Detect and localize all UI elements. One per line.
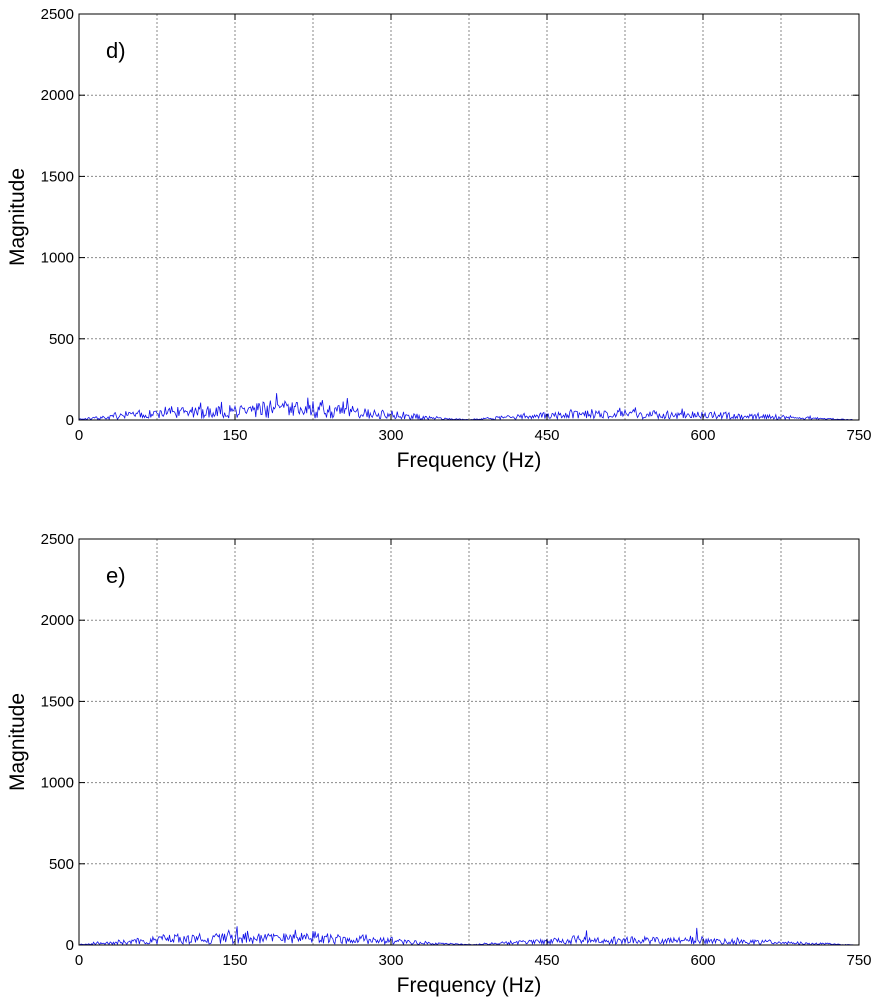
panel-label: d) bbox=[106, 38, 126, 63]
x-axis-label: Frequency (Hz) bbox=[397, 974, 542, 997]
x-tick-label: 600 bbox=[690, 427, 715, 444]
x-tick-label: 150 bbox=[222, 952, 247, 969]
x-tick-label: 750 bbox=[846, 427, 871, 444]
y-tick-label: 1000 bbox=[41, 775, 74, 792]
plot-area bbox=[79, 539, 859, 945]
plot-frame bbox=[78, 13, 860, 421]
y-tick-label: 0 bbox=[66, 937, 74, 954]
x-tick-label: 0 bbox=[75, 952, 83, 969]
y-axis-label: Magnitude bbox=[6, 168, 29, 266]
x-tick-label: 750 bbox=[846, 952, 871, 969]
panel-label: e) bbox=[106, 563, 126, 588]
plot-frame bbox=[78, 538, 860, 946]
y-axis-label: Magnitude bbox=[6, 693, 29, 791]
y-tick-label: 500 bbox=[49, 856, 74, 873]
x-tick-label: 450 bbox=[534, 952, 559, 969]
x-tick-label: 300 bbox=[378, 427, 403, 444]
plot-area bbox=[79, 14, 859, 420]
x-tick-label: 0 bbox=[75, 427, 83, 444]
chart-panel-0: 0 150 300 450 600 750 0 500 1000 1500 2000 2500 Freq… bbox=[6, 6, 872, 472]
x-tick-label: 300 bbox=[378, 952, 403, 969]
y-tick-label: 500 bbox=[49, 331, 74, 348]
x-tick-label: 150 bbox=[222, 427, 247, 444]
y-tick-label: 1500 bbox=[41, 693, 74, 710]
chart-panel-1: 0 150 300 450 600 750 0 500 1000 1500 2000 2500 Freq… bbox=[6, 531, 872, 997]
y-tick-label: 0 bbox=[66, 412, 74, 429]
x-tick-label: 600 bbox=[690, 952, 715, 969]
y-tick-label: 2500 bbox=[41, 531, 74, 548]
y-tick-label: 1000 bbox=[41, 250, 74, 267]
x-axis-label: Frequency (Hz) bbox=[397, 449, 542, 472]
y-tick-label: 1500 bbox=[41, 168, 74, 185]
y-tick-label: 2000 bbox=[41, 87, 74, 104]
y-tick-label: 2500 bbox=[41, 6, 74, 23]
x-tick-label: 450 bbox=[534, 427, 559, 444]
y-tick-label: 2000 bbox=[41, 612, 74, 629]
